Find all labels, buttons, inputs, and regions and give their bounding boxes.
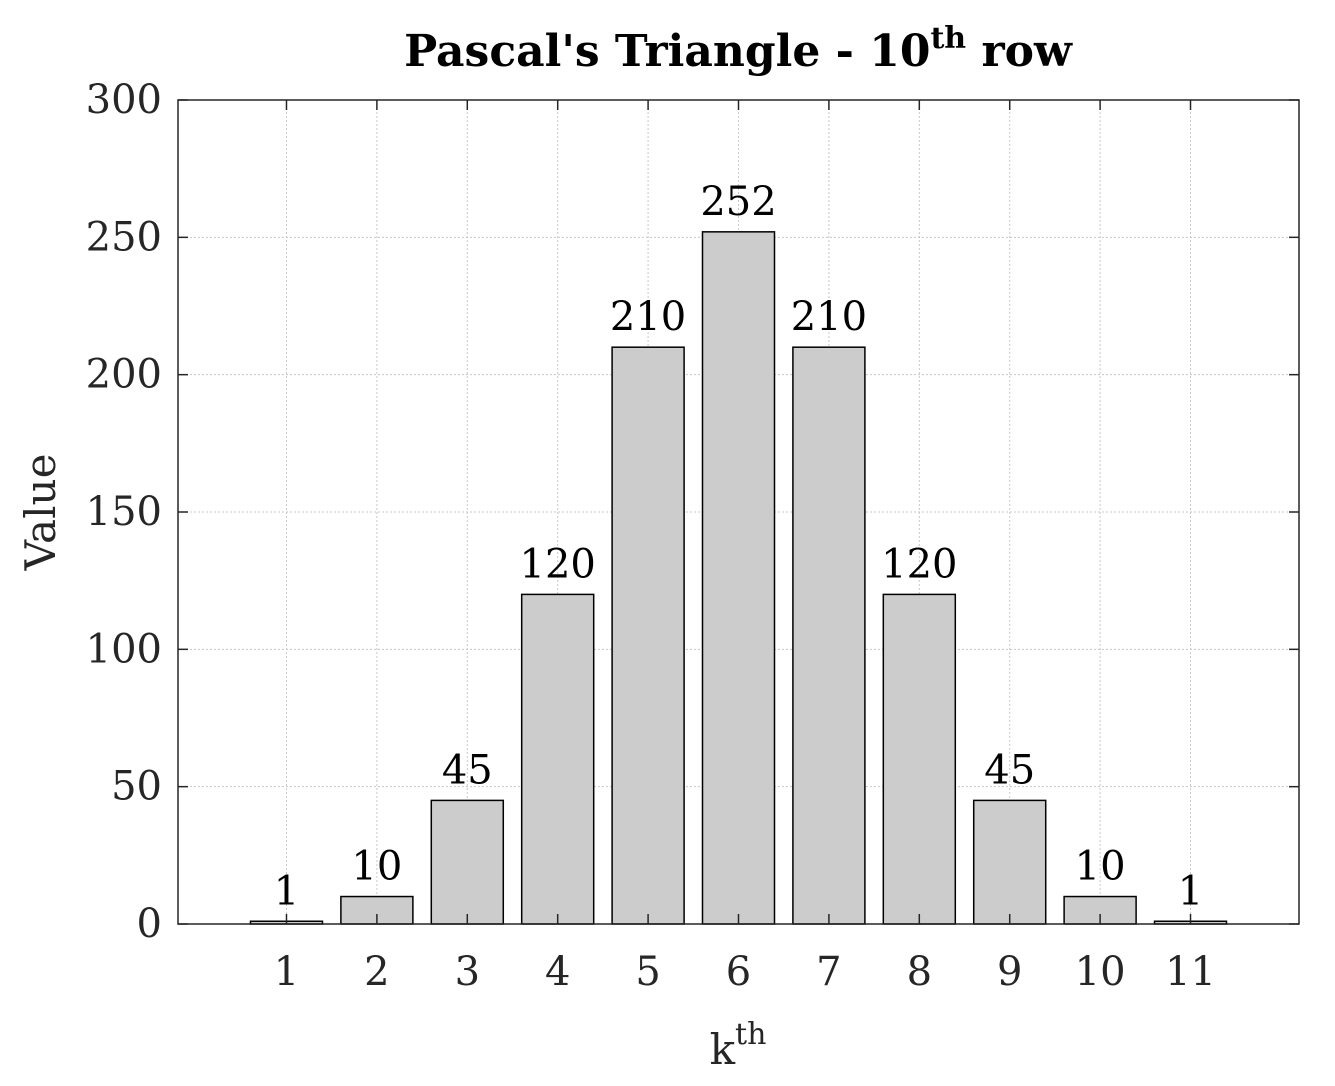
title-superscript: th [930,21,966,56]
bar [611,346,685,925]
data-labels: 1 10 45 120 210 252 210 120 45 10 1 [274,179,1203,914]
data-label: 210 [610,294,686,340]
x-tick-label: 2 [364,949,389,995]
x-tick-label: 10 [1075,949,1126,995]
x-tick-label: 1 [274,949,299,995]
y-tick-label: 300 [86,77,162,123]
y-tick-label: 50 [111,764,162,810]
chart-title: Pascal's Triangle - 10th row [404,21,1073,77]
x-tick-label: 8 [907,949,932,995]
data-label: 1 [1178,868,1203,914]
data-label: 45 [984,747,1035,793]
x-tick-label: 11 [1165,949,1216,995]
data-label: 252 [700,179,776,225]
bars [249,231,1228,925]
data-label: 120 [881,541,957,587]
data-label: 45 [442,747,493,793]
data-label: 1 [274,868,299,914]
data-label: 210 [791,294,867,340]
x-tick-label: 4 [545,949,570,995]
bar [430,799,505,925]
x-axis-ticks: 1 2 3 4 5 6 7 8 9 10 11 [274,100,1216,995]
data-label: 120 [520,541,596,587]
x-axis-label-main: k [710,1025,736,1074]
bar [882,593,957,925]
x-axis-label-superscript: th [735,1017,766,1052]
x-tick-label: 7 [816,949,841,995]
x-tick-label: 6 [726,949,751,995]
y-axis-label: Value [16,454,65,572]
bar [972,799,1047,925]
title-tail: row [966,26,1073,77]
y-tick-label: 200 [86,352,162,398]
x-tick-label: 3 [455,949,480,995]
title-main: Pascal's Triangle - 10 [404,26,930,77]
y-axis-ticks: 0 50 100 150 200 250 300 [86,77,1299,947]
x-axis-label: kth [710,1017,767,1074]
bar [701,231,776,925]
x-tick-label: 9 [997,949,1022,995]
bar [520,593,595,925]
y-tick-label: 250 [86,214,162,260]
bar [792,346,866,925]
y-tick-label: 100 [86,626,162,672]
data-label: 10 [1075,844,1126,890]
y-tick-label: 150 [86,489,162,535]
x-tick-label: 5 [635,949,660,995]
y-tick-label: 0 [137,901,162,947]
data-label: 10 [351,844,402,890]
